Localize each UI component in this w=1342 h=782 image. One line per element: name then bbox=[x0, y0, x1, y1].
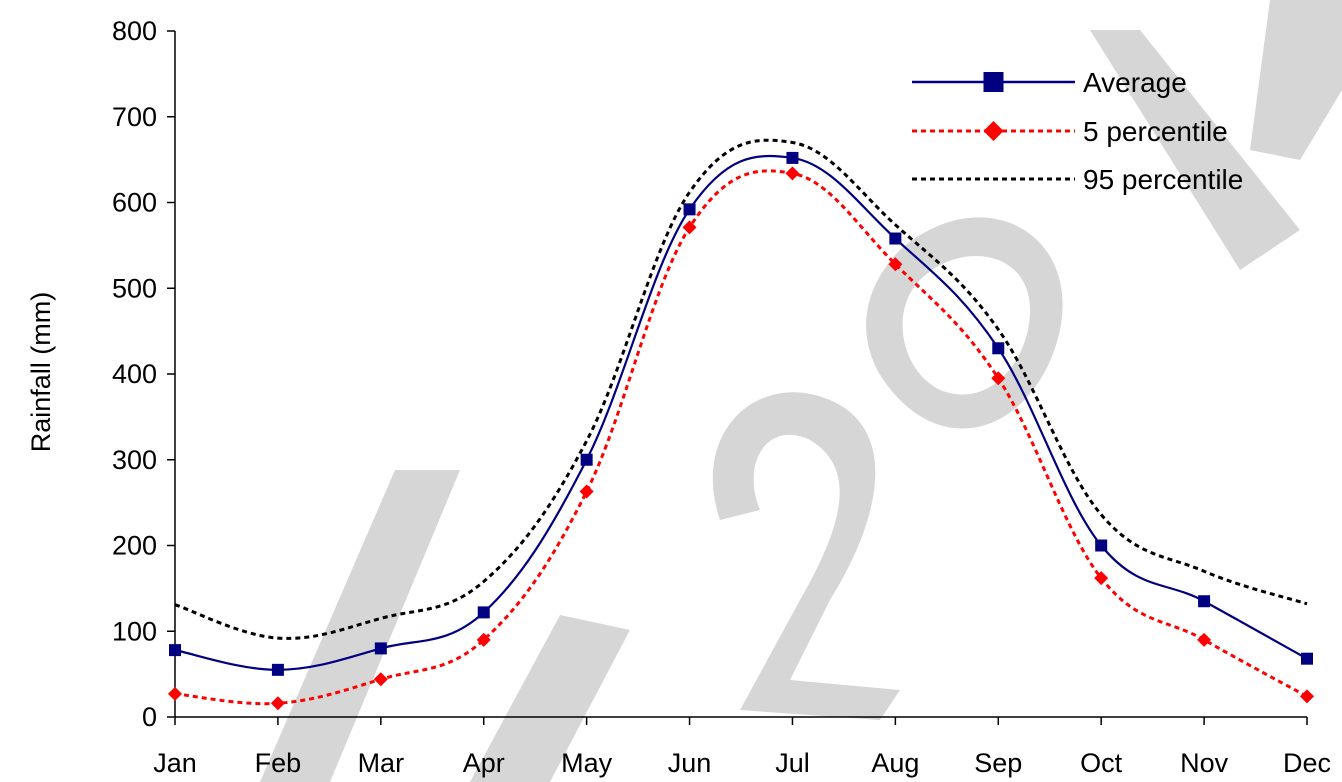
series-5-percentile bbox=[168, 166, 1314, 711]
x-tick-label: May bbox=[561, 748, 613, 778]
data-point-5-percentile bbox=[373, 672, 388, 687]
legend-label-95-percentile: 95 percentile bbox=[1083, 164, 1243, 195]
data-point-5-percentile bbox=[785, 166, 800, 181]
legend-label-5-percentile: 5 percentile bbox=[1083, 116, 1228, 147]
data-point-5-percentile bbox=[1094, 571, 1109, 586]
data-point-5-percentile bbox=[1197, 632, 1212, 647]
x-tick-label: Sep bbox=[974, 748, 1022, 778]
y-tick-label: 100 bbox=[112, 616, 157, 646]
y-tick-label: 400 bbox=[112, 359, 157, 389]
series-line-95-percentile bbox=[174, 138, 1308, 640]
x-tick-label: Dec bbox=[1283, 748, 1331, 778]
data-point-5-percentile bbox=[476, 632, 491, 647]
data-point-average bbox=[1301, 652, 1313, 665]
data-point-average bbox=[786, 151, 799, 164]
x-tick-label: Feb bbox=[255, 748, 302, 778]
x-tick-label: Aug bbox=[871, 748, 919, 778]
data-point-average bbox=[992, 342, 1005, 355]
data-point-average bbox=[271, 663, 284, 676]
data-point-average bbox=[889, 232, 902, 245]
data-point-5-percentile bbox=[579, 484, 594, 499]
legend-marker-5-percentile bbox=[983, 121, 1004, 141]
y-axis-label: Rainfall (mm) bbox=[26, 292, 56, 453]
y-tick-label: 800 bbox=[112, 16, 157, 46]
data-point-5-percentile bbox=[888, 257, 903, 272]
data-point-5-percentile bbox=[682, 220, 697, 235]
data-point-average bbox=[580, 453, 593, 466]
x-tick-label: Jul bbox=[775, 748, 810, 778]
y-ticks: 0 100 200 300 400 500 600 700 800 bbox=[112, 16, 175, 732]
x-tick-label: Jan bbox=[153, 748, 197, 778]
y-tick-label: 600 bbox=[112, 188, 157, 218]
series-average bbox=[169, 151, 1313, 676]
data-point-5-percentile bbox=[991, 371, 1006, 386]
x-tick-label: Nov bbox=[1180, 748, 1229, 778]
data-point-5-percentile bbox=[168, 686, 182, 701]
y-tick-label: 700 bbox=[112, 102, 157, 132]
y-tick-label: 300 bbox=[112, 445, 157, 475]
data-point-average bbox=[477, 606, 490, 619]
data-point-average bbox=[1095, 539, 1108, 552]
x-ticks: Jan Feb Mar Apr May Jun Jul Aug Sep Oct Nov Dec bbox=[153, 717, 1331, 778]
series-group bbox=[168, 138, 1314, 711]
series-95-percentile bbox=[174, 138, 1308, 640]
x-tick-label: Oct bbox=[1080, 748, 1123, 778]
data-point-average bbox=[683, 203, 696, 216]
data-point-5-percentile bbox=[1300, 689, 1314, 704]
legend-label-average: Average bbox=[1083, 67, 1187, 98]
x-tick-label: Mar bbox=[358, 748, 405, 778]
x-tick-label: Jun bbox=[668, 748, 712, 778]
data-point-average bbox=[1198, 595, 1211, 608]
legend-marker-average bbox=[983, 72, 1004, 92]
y-tick-label: 500 bbox=[112, 273, 157, 303]
y-tick-label: 0 bbox=[142, 702, 157, 732]
x-tick-label: Apr bbox=[463, 748, 505, 778]
data-point-average bbox=[169, 644, 181, 657]
data-point-average bbox=[374, 642, 387, 655]
y-tick-label: 200 bbox=[112, 531, 157, 561]
legend: Average 5 percentile 95 percentile bbox=[912, 67, 1243, 195]
data-point-5-percentile bbox=[270, 696, 285, 711]
